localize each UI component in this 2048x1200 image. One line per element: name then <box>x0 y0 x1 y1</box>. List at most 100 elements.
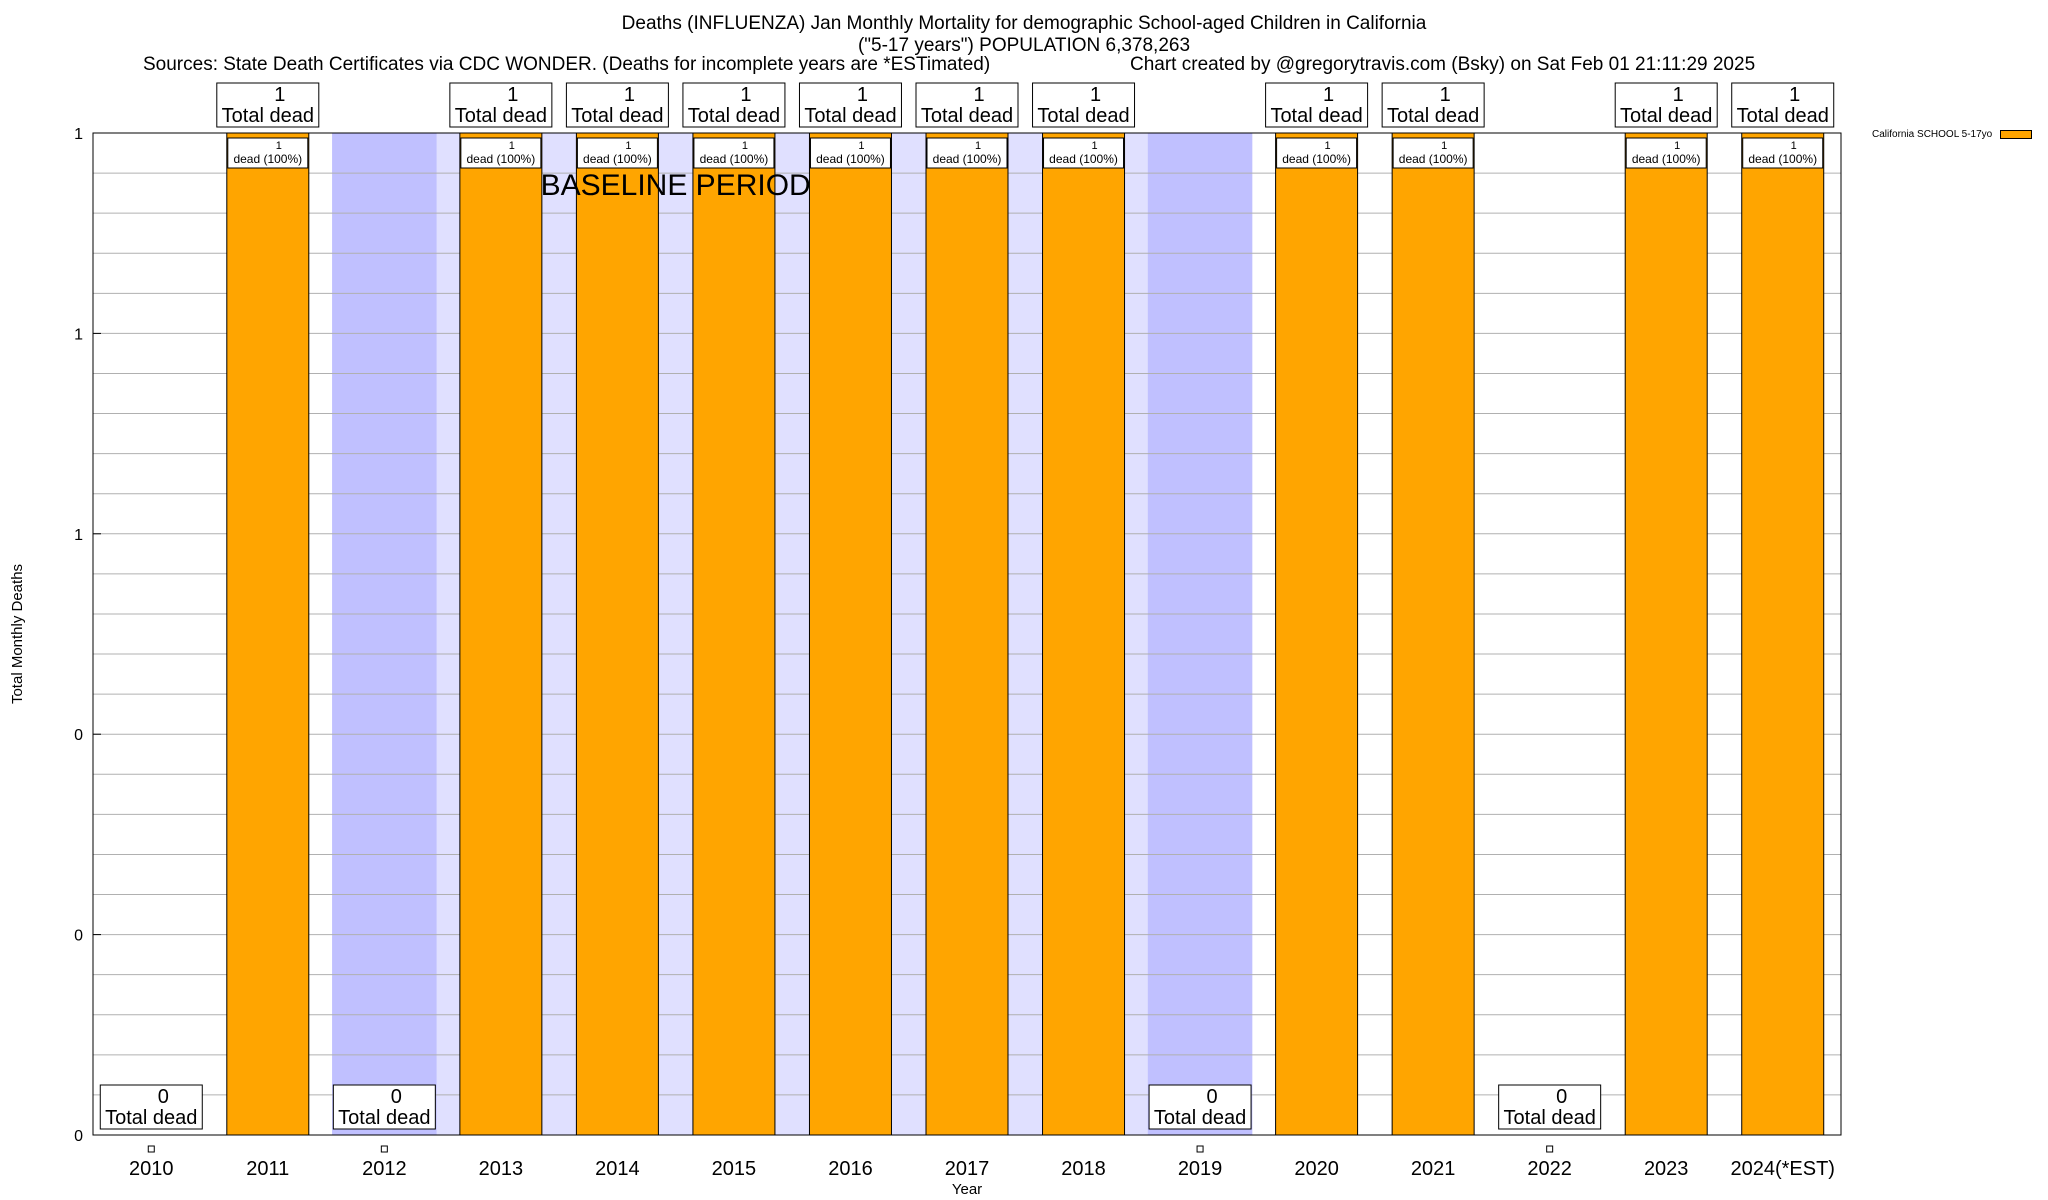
x-tick-label-2012: 2012 <box>362 1158 407 1180</box>
total-label-text-2015: Total dead <box>688 105 780 127</box>
total-label-count-2020: 1 <box>1323 84 1334 106</box>
bar-2024(*EST) <box>1741 132 1825 1136</box>
bar-2013 <box>459 132 543 1136</box>
bar-label-text-2014: dead (100%) <box>583 152 652 166</box>
bar-label-count-2013: 1 <box>509 140 515 152</box>
chart-title-line2: ("5-17 years") POPULATION 6,378,263 <box>857 35 1191 56</box>
bar-label-count-2014: 1 <box>625 140 631 152</box>
x-tick-label-2023: 2023 <box>1644 1158 1689 1180</box>
total-label-text-2018: Total dead <box>1037 105 1129 127</box>
total-label-text-2013: Total dead <box>455 105 547 127</box>
total-label-count-2021: 1 <box>1440 84 1451 106</box>
y-tick-label: 1 <box>74 326 83 343</box>
legend: California SCHOOL 5-17yo <box>1872 129 2033 140</box>
bar-label-text-2020: dead (100%) <box>1282 152 1351 166</box>
chart-sources: Sources: State Death Certificates via CD… <box>143 54 991 75</box>
bar-2023 <box>1624 132 1708 1136</box>
total-label-count-2012: 0 <box>391 1086 402 1108</box>
x-tick-label-2014: 2014 <box>595 1158 640 1180</box>
total-label-text-2017: Total dead <box>921 105 1013 127</box>
y-tick-label: 0 <box>74 727 83 744</box>
bar-label-box-2016 <box>809 137 891 169</box>
bar-label-text-2021: dead (100%) <box>1399 152 1468 166</box>
total-label-text-2012: Total dead <box>338 1107 430 1129</box>
total-label-count-2018: 1 <box>1090 84 1101 106</box>
marker-2010 <box>147 1145 155 1153</box>
total-label-count-2014: 1 <box>624 84 635 106</box>
bar-label-box-2020 <box>1276 137 1358 169</box>
total-label-count-2024(*EST): 1 <box>1789 84 1800 106</box>
total-label-box-2018 <box>1032 82 1136 128</box>
total-label-count-2011: 1 <box>274 84 285 106</box>
bar-label-text-2023: dead (100%) <box>1632 152 1701 166</box>
bar-label-count-2018: 1 <box>1091 140 1097 152</box>
x-tick-label-2018: 2018 <box>1061 1158 1106 1180</box>
marker-2019 <box>1196 1145 1204 1153</box>
total-label-box-2024(*EST) <box>1731 82 1835 128</box>
y-tick-label: 1 <box>74 527 83 544</box>
total-label-box-2015 <box>682 82 786 128</box>
total-label-box-2016 <box>798 82 902 128</box>
x-tick-label-2010: 2010 <box>129 1158 174 1180</box>
x-axis-label: Year <box>952 1181 982 1198</box>
bar-label-count-2016: 1 <box>858 140 864 152</box>
axes: 0 0 0 1 1 1 2010 2011 2012 2013 2014 2015 2016 2017 20… <box>9 126 1842 1198</box>
bar-2014 <box>575 132 659 1136</box>
bar-label-count-2021: 1 <box>1441 140 1447 152</box>
y-tick-label: 1 <box>74 126 83 143</box>
bar-label-box-2015 <box>693 137 775 169</box>
bar-label-text-2011: dead (100%) <box>233 152 302 166</box>
bar-2016 <box>808 132 892 1136</box>
bar-2015 <box>692 132 776 1136</box>
total-label-box-2022 <box>1498 1084 1602 1130</box>
bar-label-box-2017 <box>926 137 1008 169</box>
y-tick-label: 0 <box>74 1128 83 1145</box>
total-label-box-2012 <box>332 1084 436 1130</box>
highlight-band-2019 <box>1147 133 1253 1135</box>
total-label-box-2011 <box>216 82 320 128</box>
total-label-text-2014: Total dead <box>571 105 663 127</box>
x-tick-label-2019: 2019 <box>1178 1158 1223 1180</box>
y-axis-label: Total Monthly Deaths <box>9 564 26 704</box>
x-tick-label-2015: 2015 <box>712 1158 757 1180</box>
total-label-count-2019: 0 <box>1207 1086 1218 1108</box>
x-tick-label-2024(*EST): 2024(*EST) <box>1730 1158 1835 1180</box>
total-label-text-2011: Total dead <box>222 105 314 127</box>
bar-label-box-2013 <box>460 137 542 169</box>
total-label-count-2015: 1 <box>740 84 751 106</box>
total-label-count-2010: 0 <box>158 1086 169 1108</box>
bar-label-text-2016: dead (100%) <box>816 152 885 166</box>
marker-2022 <box>1546 1145 1554 1153</box>
total-label-text-2021: Total dead <box>1387 105 1479 127</box>
bar-label-box-2018 <box>1043 137 1125 169</box>
x-tick-label-2011: 2011 <box>246 1158 289 1180</box>
total-label-box-2017 <box>915 82 1019 128</box>
baseline-period-label: BASELINE PERIOD <box>541 169 811 202</box>
bar-label-count-2017: 1 <box>975 140 981 152</box>
x-tick-label-2021: 2021 <box>1411 1158 1456 1180</box>
bar-label-count-2020: 1 <box>1325 140 1331 152</box>
total-label-count-2017: 1 <box>973 84 984 106</box>
bar-label-box-2011 <box>227 137 309 169</box>
bar-label-box-2014 <box>576 137 658 169</box>
total-label-text-2016: Total dead <box>804 105 896 127</box>
x-tick-label-2020: 2020 <box>1294 1158 1339 1180</box>
bars <box>147 132 1825 1153</box>
bar-2017 <box>925 132 1009 1136</box>
bar-label-count-2024(*EST): 1 <box>1791 140 1797 152</box>
bar-2021 <box>1391 132 1475 1136</box>
highlight-band-2012 <box>332 133 437 1135</box>
total-label-text-2024(*EST): Total dead <box>1737 105 1829 127</box>
total-label-box-2021 <box>1381 82 1485 128</box>
total-label-box-2019 <box>1148 1084 1252 1130</box>
bar-2011 <box>226 132 310 1136</box>
total-label-text-2019: Total dead <box>1154 1107 1246 1129</box>
total-label-count-2016: 1 <box>857 84 868 106</box>
total-label-count-2013: 1 <box>507 84 518 106</box>
legend-swatch <box>2000 130 2033 139</box>
total-label-text-2010: Total dead <box>105 1107 197 1129</box>
total-label-box-2010 <box>99 1084 203 1130</box>
x-tick-label-2022: 2022 <box>1527 1158 1572 1180</box>
total-label-text-2023: Total dead <box>1620 105 1712 127</box>
